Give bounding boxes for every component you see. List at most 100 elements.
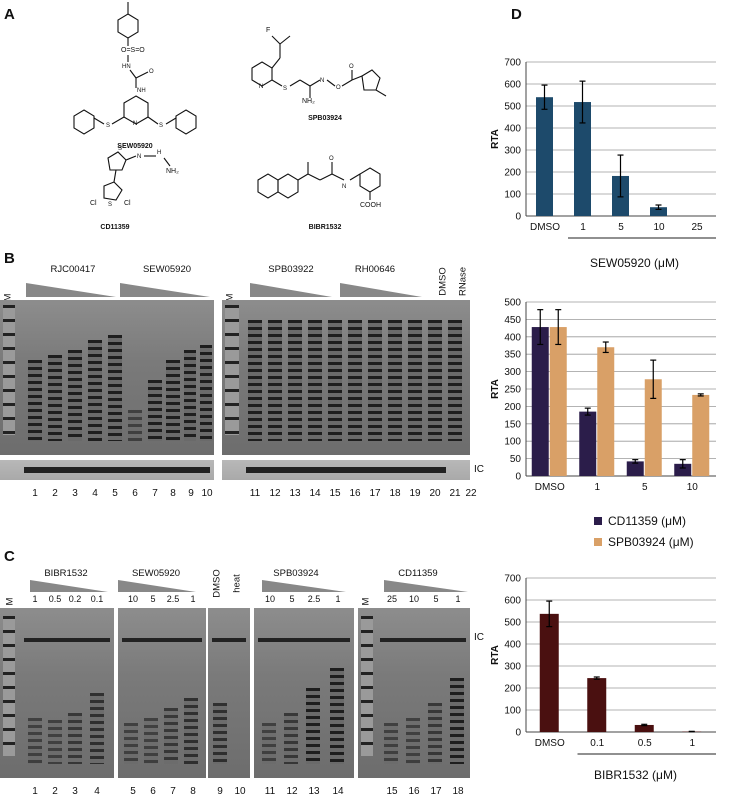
- gel-lane: [306, 688, 320, 764]
- y-tick-label: 50: [510, 454, 522, 465]
- bar-chart-bibr1532: 0 100 200 300 400 500 600 700 RTA DMSO 0.1 0.5 1: [490, 574, 716, 755]
- lane-number: 6: [150, 786, 156, 797]
- bar: [626, 461, 644, 476]
- concentration-label: 10: [408, 594, 419, 604]
- x-tick-label: 1: [689, 738, 695, 749]
- cl-label-left: Cl: [90, 200, 97, 207]
- svg-text:O: O: [329, 156, 334, 162]
- lane-number: 2: [52, 488, 58, 499]
- x-tick-label: 25: [691, 222, 703, 233]
- concentration-label: 1: [455, 594, 461, 604]
- lane-number: 12: [269, 488, 281, 499]
- y-tick-label: 300: [504, 146, 521, 157]
- concentration-label: 0.5: [48, 594, 62, 604]
- gel-b-ic-label: IC: [474, 464, 484, 475]
- lane-number: 14: [332, 786, 344, 797]
- svg-text:S: S: [283, 86, 287, 92]
- ladder-lane: [3, 616, 15, 756]
- y-tick-label: 350: [504, 350, 521, 361]
- ic-band: [258, 638, 350, 642]
- svg-text:O: O: [336, 85, 341, 91]
- gel-lane: [68, 350, 82, 441]
- bar: [587, 678, 607, 732]
- gel-b-dmso: DMSO: [437, 267, 449, 296]
- y-tick-label: 300: [504, 367, 521, 378]
- lane-number: 13: [308, 786, 320, 797]
- svg-text:S: S: [106, 123, 110, 129]
- lane-number: 4: [92, 488, 98, 499]
- gel-lane: [428, 320, 442, 441]
- y-tick-label: 700: [504, 58, 521, 69]
- ladder-lane: [3, 305, 15, 435]
- y-tick-label: 500: [504, 298, 521, 309]
- lane-number: 2: [52, 786, 58, 797]
- y-tick-label: 0: [515, 728, 521, 739]
- bar: [539, 613, 559, 732]
- ic-band: [24, 638, 110, 642]
- bar: [574, 102, 591, 216]
- lane-number: 19: [409, 488, 421, 499]
- x-tick-label: 0.5: [638, 738, 652, 749]
- gel-lane: [308, 320, 322, 441]
- svg-text:H: H: [157, 150, 161, 156]
- svg-text:N: N: [342, 184, 346, 190]
- y-tick-label: 200: [504, 168, 521, 179]
- y-tick-label: 150: [504, 419, 521, 430]
- gel-lane: [284, 713, 298, 764]
- concentration-label: 0.2: [68, 594, 82, 604]
- compound-name-bibr: BIBR1532: [308, 224, 342, 231]
- y-tick-label: 500: [504, 618, 521, 629]
- legend-item-spb03924: SPB03924 (μM): [594, 535, 694, 549]
- lane-number: 16: [349, 488, 361, 499]
- gradient-triangle: [118, 580, 196, 592]
- lane-number: 10: [201, 488, 213, 499]
- x-tick-label: 1: [594, 482, 600, 493]
- y-tick-label: 700: [504, 574, 521, 585]
- gel-b-group-3: SPB03922: [268, 264, 314, 275]
- bar: [692, 394, 710, 476]
- svg-text:NH: NH: [137, 88, 146, 94]
- lane-number: 22: [465, 488, 477, 499]
- lane-number: 10: [234, 786, 246, 797]
- gel-lane: [184, 698, 198, 764]
- bar-chart-sew05920: 0 100 200 300 400 500 600 700 RTA DMSO 1 5 10 25: [490, 58, 716, 239]
- y-tick-label: 450: [504, 315, 521, 326]
- bar: [650, 207, 667, 216]
- gradient-triangle: [120, 283, 210, 297]
- gradient-triangle: [262, 580, 346, 592]
- svg-text:N: N: [137, 154, 141, 160]
- gel-lane: [348, 320, 362, 441]
- gel-c-group-3: SPB03924: [273, 568, 319, 579]
- svg-text:HN: HN: [122, 64, 131, 70]
- chart3-xlabel: BIBR1532 (μM): [594, 768, 677, 782]
- gel-lane: [288, 320, 302, 441]
- gel-lane: [148, 380, 162, 441]
- gel-b-rnase: RNase: [457, 266, 469, 297]
- lane-number: 9: [188, 488, 194, 499]
- bar: [536, 97, 553, 216]
- concentration-label: 2.5: [307, 594, 321, 604]
- ic-band: [212, 638, 246, 642]
- y-tick-label: 0: [515, 472, 521, 483]
- gel-lane: [200, 345, 212, 441]
- legend-label: CD11359 (μM): [608, 514, 687, 528]
- gel-b-ic-strip-left: [0, 460, 214, 480]
- compound-name-sew: SEW05920: [117, 143, 153, 150]
- gel-lane: [213, 703, 227, 764]
- gradient-triangle: [26, 283, 116, 297]
- cf3-label: F: [266, 27, 271, 34]
- gel-lane: [406, 718, 420, 764]
- y-tick-label: 100: [504, 706, 521, 717]
- bar: [597, 347, 615, 476]
- x-tick-label: DMSO: [535, 738, 565, 749]
- gel-c-dmso: DMSO: [211, 569, 223, 598]
- compound-name-spb: SPB03924: [308, 115, 342, 122]
- y-tick-label: 100: [504, 190, 521, 201]
- svg-text:N: N: [320, 78, 324, 84]
- lane-number: 5: [112, 488, 118, 499]
- gradient-triangle: [30, 580, 108, 592]
- lane-number: 14: [309, 488, 321, 499]
- lane-number: 12: [286, 786, 298, 797]
- gel-b-left: [0, 300, 214, 455]
- ic-band: [380, 638, 466, 642]
